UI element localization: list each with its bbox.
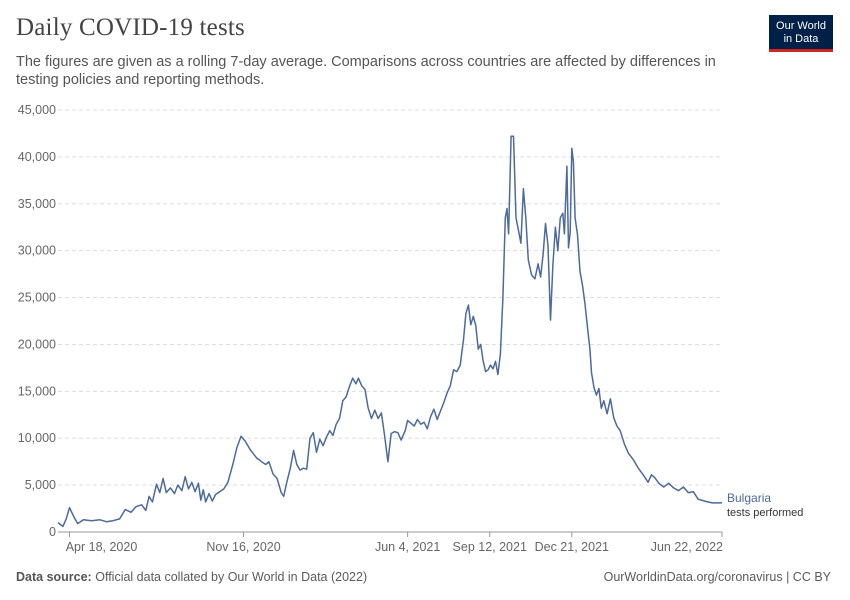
logo-line-1: Our World [776, 20, 826, 32]
y-tick-label: 35,000 [18, 197, 56, 211]
logo-line-2: in Data [783, 33, 819, 45]
data-source: Data source: Official data collated by O… [16, 570, 367, 584]
series-label-name: Bulgaria [727, 491, 771, 505]
series-label-sub: tests performed [727, 507, 803, 519]
x-tick-label: Apr 18, 2020 [66, 540, 138, 554]
y-tick-label: 45,000 [18, 103, 56, 117]
data-source-label: Data source: [16, 570, 92, 584]
series-line-bulgaria[interactable] [57, 135, 722, 528]
y-tick-label: 0 [49, 525, 56, 539]
x-tick-label: Dec 21, 2021 [535, 540, 609, 554]
attribution-link[interactable]: OurWorldinData.org/coronavirus | CC BY [603, 570, 831, 584]
data-source-text: Official data collated by Our World in D… [95, 570, 368, 584]
y-axis-tick-labels: 0 5,000 10,000 15,000 20,000 25,000 30,000 35,0… [18, 103, 56, 539]
y-tick-label: 20,000 [18, 337, 56, 351]
x-tick-label: Jun 4, 2021 [375, 540, 440, 554]
x-axis: Apr 18, 2020 Nov 16, 2020 Jun 4, 2021 Sep 1… [58, 531, 723, 554]
chart-title: Daily COVID-19 tests [16, 14, 245, 41]
y-tick-label: 25,000 [18, 291, 56, 305]
y-tick-label: 5,000 [25, 478, 56, 492]
x-tick-label: Sep 12, 2021 [453, 540, 527, 554]
series-labels: Bulgaria tests performed [727, 491, 803, 519]
chart-subtitle: The figures are given as a rolling 7-day… [16, 54, 716, 88]
series-lines [57, 135, 722, 528]
x-tick-label: Nov 16, 2020 [206, 540, 280, 554]
gridlines [58, 109, 722, 486]
owid-logo[interactable]: Our World in Data [769, 15, 833, 52]
y-tick-label: 15,000 [18, 384, 56, 398]
y-tick-label: 40,000 [18, 150, 56, 164]
y-tick-label: 30,000 [18, 244, 56, 258]
x-tick-label: Jun 22, 2022 [651, 540, 723, 554]
y-tick-label: 10,000 [18, 431, 56, 445]
